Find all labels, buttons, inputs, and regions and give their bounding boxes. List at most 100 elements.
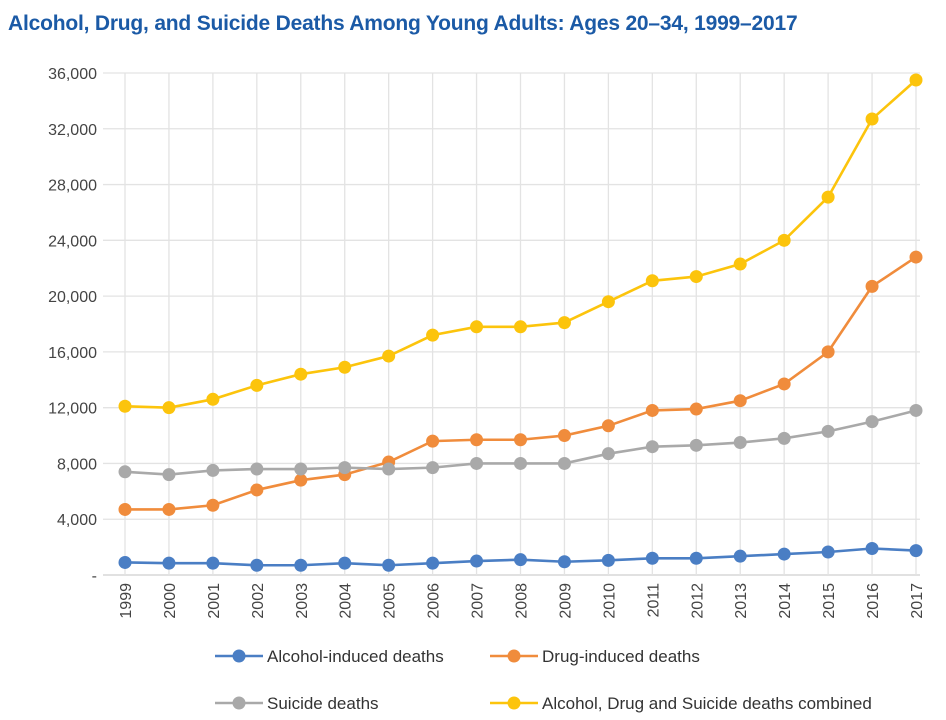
y-tick-label: 36,000 — [48, 66, 97, 83]
legend-marker — [232, 696, 246, 710]
data-point — [733, 549, 747, 563]
x-tick-label: 2002 — [250, 583, 267, 619]
y-tick-label: 28,000 — [48, 178, 97, 195]
data-point — [118, 465, 132, 479]
y-tick-label: 16,000 — [48, 345, 97, 362]
data-point — [250, 462, 264, 476]
data-point — [557, 429, 571, 443]
x-tick-label: 2005 — [382, 583, 399, 619]
data-point — [514, 320, 527, 334]
data-point — [645, 274, 659, 288]
y-tick-label: 32,000 — [48, 122, 97, 139]
data-point — [821, 190, 835, 204]
data-point — [338, 556, 352, 570]
data-point — [294, 367, 308, 381]
data-point — [426, 328, 440, 342]
data-point — [601, 419, 615, 433]
x-tick-label: 2007 — [470, 583, 487, 619]
data-point — [382, 349, 396, 363]
data-point — [250, 483, 264, 497]
data-point — [118, 399, 132, 413]
data-point — [294, 462, 308, 476]
data-point — [162, 502, 176, 516]
data-point — [470, 433, 484, 447]
legend-label: Drug-induced deaths — [542, 647, 700, 666]
data-point — [689, 270, 703, 284]
x-tick-label: 2000 — [162, 583, 179, 619]
data-point — [470, 320, 484, 334]
data-point — [338, 360, 352, 374]
legend-label: Alcohol, Drug and Suicide deaths combine… — [542, 694, 872, 713]
data-point — [426, 461, 440, 475]
data-point — [777, 377, 791, 391]
x-tick-label: 2012 — [689, 583, 706, 619]
y-tick-label: 12,000 — [48, 401, 97, 418]
data-point — [470, 456, 484, 470]
data-point — [645, 403, 659, 417]
x-tick-label: 2008 — [514, 583, 531, 619]
data-point — [733, 257, 747, 271]
y-tick-label: 8,000 — [57, 456, 97, 473]
data-point — [865, 112, 879, 126]
data-point — [689, 402, 703, 416]
data-point — [426, 434, 440, 448]
data-point — [777, 233, 791, 247]
chart-title: Alcohol, Drug, and Suicide Deaths Among … — [8, 12, 798, 35]
data-point — [601, 295, 615, 309]
x-tick-label: 2004 — [338, 583, 355, 619]
data-point — [689, 438, 703, 452]
data-point — [689, 551, 703, 565]
x-tick-label: 2001 — [206, 583, 223, 619]
data-point — [909, 73, 923, 87]
x-tick-label: 2017 — [909, 583, 926, 619]
data-point — [382, 558, 396, 572]
x-tick-label: 2013 — [733, 583, 750, 619]
data-point — [821, 545, 835, 559]
legend-marker — [507, 696, 521, 710]
data-point — [909, 250, 923, 264]
y-tick-label: 20,000 — [48, 289, 97, 306]
data-point — [338, 461, 352, 475]
data-point — [557, 555, 571, 569]
x-tick-label: 2003 — [294, 583, 311, 619]
data-point — [865, 542, 879, 556]
data-point — [733, 394, 747, 408]
data-point — [118, 555, 132, 569]
data-point — [777, 547, 791, 561]
data-point — [865, 279, 879, 293]
legend-marker — [232, 649, 246, 663]
data-point — [206, 463, 220, 477]
data-point — [821, 424, 835, 438]
legend-label: Alcohol-induced deaths — [267, 647, 444, 666]
data-point — [294, 558, 308, 572]
data-point — [250, 558, 264, 572]
legend-label: Suicide deaths — [267, 694, 379, 713]
data-point — [162, 401, 176, 415]
data-point — [470, 554, 484, 568]
data-point — [206, 498, 220, 512]
data-point — [426, 556, 440, 570]
x-tick-label: 2016 — [865, 583, 882, 619]
x-tick-label: 2015 — [821, 583, 838, 619]
data-point — [206, 392, 220, 406]
x-tick-label: 1999 — [118, 583, 135, 619]
data-point — [514, 553, 527, 567]
data-point — [118, 502, 132, 516]
data-point — [294, 473, 308, 487]
data-point — [645, 551, 659, 565]
data-point — [514, 433, 527, 447]
data-point — [645, 440, 659, 454]
data-point — [733, 436, 747, 450]
legend-marker — [507, 649, 521, 663]
x-tick-label: 2006 — [426, 583, 443, 619]
y-tick-label: - — [92, 568, 97, 585]
data-point — [557, 316, 571, 330]
data-point — [162, 468, 176, 482]
data-point — [909, 403, 923, 417]
x-tick-label: 2011 — [645, 583, 662, 618]
data-point — [601, 553, 615, 567]
x-tick-label: 2010 — [601, 583, 618, 619]
data-point — [382, 462, 396, 476]
data-point — [206, 556, 220, 570]
data-point — [162, 556, 176, 570]
